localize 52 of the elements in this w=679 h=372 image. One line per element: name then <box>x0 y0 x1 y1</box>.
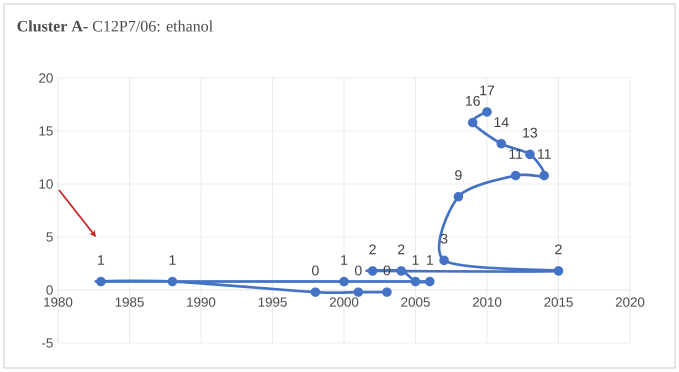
data-label: 1 <box>170 255 176 265</box>
point <box>510 170 520 180</box>
y-tick-label: 10 <box>39 179 53 189</box>
data-label: 0 <box>312 266 319 276</box>
data-label: 13 <box>523 128 538 138</box>
data-label: 11 <box>509 149 522 159</box>
y-tick-label: 5 <box>46 232 53 242</box>
data-label: 1 <box>98 255 104 265</box>
point <box>468 118 478 128</box>
x-tick-label: 2005 <box>401 297 430 307</box>
x-tick-label: 2020 <box>616 297 644 307</box>
x-tick-label: 1985 <box>116 297 144 307</box>
data-label: 14 <box>494 117 509 128</box>
x-tick-label: 1995 <box>258 297 287 307</box>
data-label: 16 <box>466 96 480 106</box>
data-label: 1 <box>426 255 433 265</box>
x-tick-label: 1980 <box>44 297 72 307</box>
x-tick-label: 1990 <box>187 297 216 307</box>
data-label: 17 <box>480 86 494 96</box>
point <box>368 266 378 276</box>
point <box>310 287 320 297</box>
y-tick-label: 0 <box>46 285 53 295</box>
x-tick-label: 2000 <box>330 297 358 307</box>
y-tick-label: 20 <box>39 73 53 83</box>
data-label: 2 <box>369 244 376 254</box>
data-label: 1 <box>341 255 348 265</box>
point <box>525 150 535 160</box>
point <box>396 266 406 276</box>
point <box>539 170 550 180</box>
x-tick-label: 2010 <box>472 297 502 307</box>
data-label: 9 <box>455 170 462 180</box>
point <box>554 266 564 276</box>
point <box>410 276 420 286</box>
point <box>425 276 435 286</box>
data-label: 2 <box>555 244 562 254</box>
data-label: 2 <box>398 244 404 254</box>
point <box>168 276 178 286</box>
y-tick-label: 15 <box>39 126 53 136</box>
chart-title: Cluster A- C12P7/06: ethanol <box>17 20 213 32</box>
y-tick-label: -5 <box>42 338 53 348</box>
x-tick-label: 2015 <box>544 297 573 307</box>
point <box>482 107 492 117</box>
point <box>339 276 349 286</box>
point <box>382 287 392 297</box>
point <box>454 192 464 202</box>
data-label: 0 <box>354 266 362 276</box>
point <box>496 138 506 149</box>
data-label: 1 <box>412 255 419 265</box>
point <box>96 276 106 286</box>
point <box>439 256 449 266</box>
data-label: 11 <box>538 149 551 159</box>
point <box>354 287 364 297</box>
